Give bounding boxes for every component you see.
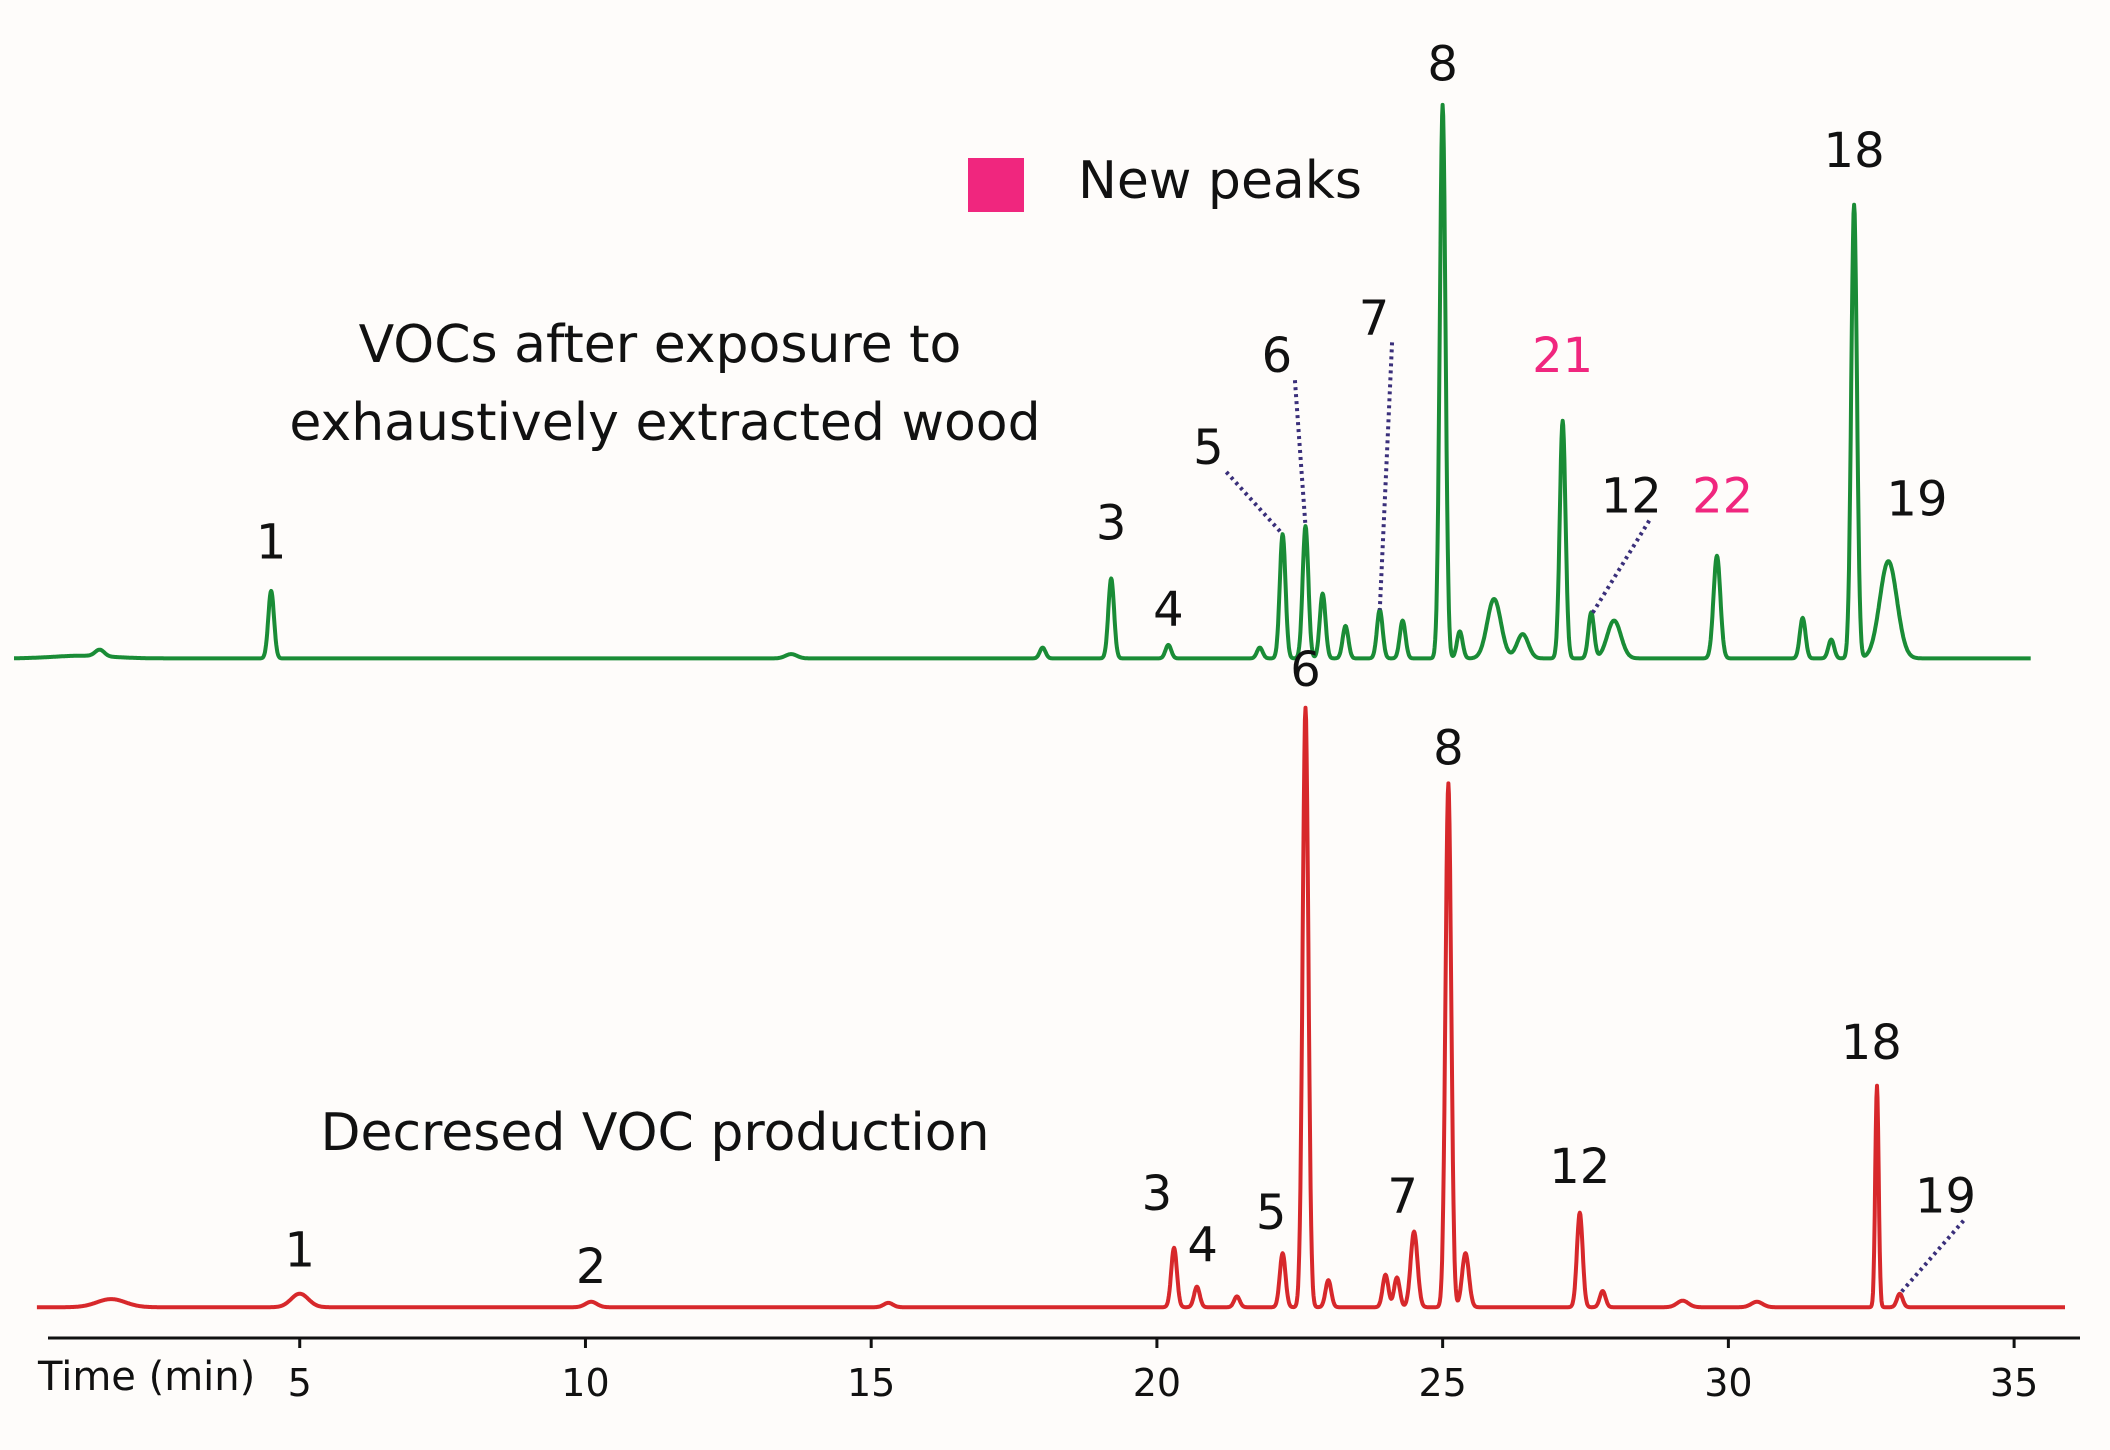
top-peak-label-6: 6 (1262, 328, 1293, 384)
x-tick-label-35: 35 (1990, 1361, 2038, 1405)
top-peak-label-19: 19 (1886, 471, 1947, 527)
bottom-peak-label-5: 5 (1256, 1185, 1287, 1241)
x-ticks: 5 10 15 20 25 30 35 (288, 1338, 2038, 1405)
x-tick-label-15: 15 (847, 1361, 895, 1405)
top-leader-7 (1377, 342, 1395, 610)
top-peak-label-3: 3 (1096, 496, 1127, 552)
top-title-line-1: VOCs after exposure to (359, 315, 962, 375)
x-tick-label-20: 20 (1133, 1361, 1181, 1405)
bottom-panel-title: Decresed VOC production (320, 1103, 989, 1163)
legend: New peaks (968, 151, 1362, 212)
bottom-peak-label-3: 3 (1142, 1166, 1173, 1222)
x-tick-label-25: 25 (1418, 1361, 1466, 1405)
legend-swatch-new-peaks (968, 158, 1024, 212)
bottom-peak-label-7: 7 (1387, 1169, 1418, 1225)
top-peak-label-1: 1 (256, 515, 287, 571)
x-tick-label-30: 30 (1704, 1361, 1752, 1405)
top-peak-label-12: 12 (1601, 469, 1662, 525)
top-leader-6 (1292, 380, 1308, 527)
trace-bottom-red (35, 705, 2067, 1310)
bottom-peak-label-8: 8 (1433, 721, 1464, 777)
bottom-peak-label-4: 4 (1187, 1217, 1218, 1273)
x-axis: Time (min) 5 10 15 20 25 30 35 (37, 1336, 2080, 1405)
top-peak-label-21: 21 (1532, 328, 1593, 384)
x-axis-label: Time (min) (37, 1354, 255, 1400)
top-peak-label-22: 22 (1692, 469, 1753, 525)
top-peak-label-7: 7 (1359, 290, 1390, 346)
top-peak-label-5: 5 (1193, 420, 1224, 476)
trace-top-green (12, 102, 2033, 661)
bottom-peak-label-19: 19 (1915, 1169, 1976, 1225)
bottom-peak-label-12: 12 (1549, 1139, 1610, 1195)
top-peak-label-4: 4 (1153, 582, 1184, 638)
top-leader-5 (1224, 470, 1285, 536)
top-leader-12 (1589, 519, 1651, 617)
top-panel-title: VOCs after exposure to exhaustively extr… (289, 315, 1040, 453)
x-tick-label-10: 10 (561, 1361, 609, 1405)
bottom-peak-label-6: 6 (1290, 642, 1321, 698)
legend-label: New peaks (1078, 151, 1362, 211)
x-tick-label-5: 5 (288, 1361, 312, 1405)
top-peak-label-18: 18 (1824, 123, 1885, 179)
bottom-peak-label-18: 18 (1841, 1015, 1902, 1071)
bottom-leader-19 (1898, 1219, 1966, 1296)
top-title-line-2: exhaustively extracted wood (289, 393, 1040, 453)
bottom-peak-label-1: 1 (284, 1223, 315, 1279)
top-peak-label-8: 8 (1427, 37, 1458, 93)
bottom-peak-label-2: 2 (576, 1239, 607, 1295)
